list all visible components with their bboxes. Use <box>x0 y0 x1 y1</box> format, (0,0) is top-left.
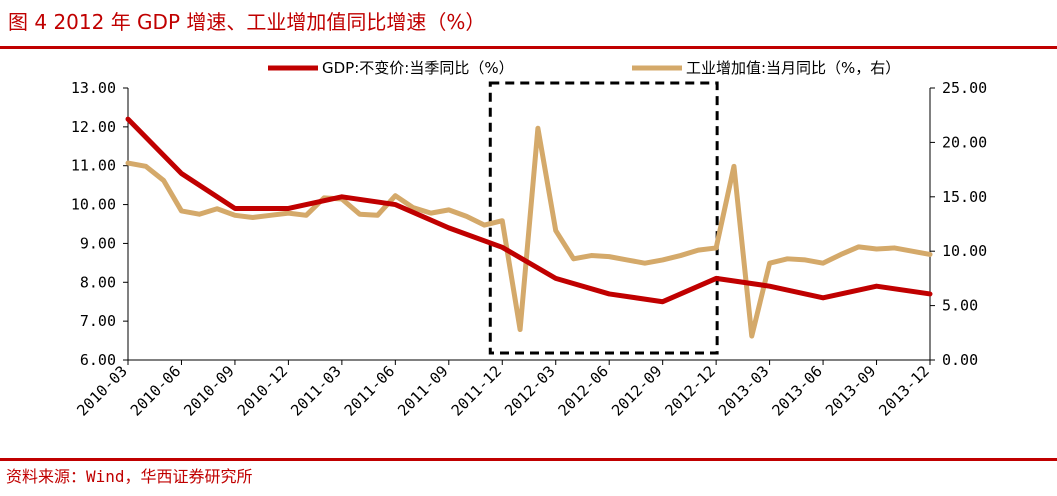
x-tick-label: 2011-06 <box>341 362 398 419</box>
x-tick-label: 2013-03 <box>715 362 772 419</box>
y-left-tick-label: 6.00 <box>80 351 116 369</box>
x-tick-label: 2011-09 <box>394 362 451 419</box>
y-left-tick-label: 11.00 <box>71 157 116 175</box>
legend: GDP:不变价:当季同比（%） 工业增加值:当月同比（%，右） <box>268 59 900 77</box>
x-tick-label: 2010-09 <box>180 362 237 419</box>
gdp-line-points <box>127 118 931 302</box>
y-left-tick-label: 12.00 <box>71 118 116 136</box>
axes <box>123 81 935 365</box>
x-tick-label: 2013-12 <box>875 362 932 419</box>
industrial-line-points <box>127 128 931 337</box>
source-note: 资料来源：Wind，华西证券研究所 <box>6 467 253 486</box>
y-right-tick-label: 25.00 <box>942 79 987 97</box>
x-tick-label: 2010-12 <box>234 362 291 419</box>
y-left-tick-label: 9.00 <box>80 234 116 252</box>
y-right-tick-label: 15.00 <box>942 188 987 206</box>
y-right-tick-label: 0.00 <box>942 351 978 369</box>
y-right-tick-label: 10.00 <box>942 242 987 260</box>
x-tick-label: 2013-09 <box>822 362 879 419</box>
bottom-rule <box>0 458 1057 461</box>
y-left-tick-label: 13.00 <box>71 79 116 97</box>
series-lines <box>125 116 933 339</box>
x-tick-label: 2010-03 <box>73 362 130 419</box>
legend-label-industrial: 工业增加值:当月同比（%，右） <box>686 59 900 77</box>
x-tick-label: 2012-12 <box>662 362 719 419</box>
y-right-tick-label: 20.00 <box>942 133 987 151</box>
y-right-tick-label: 5.00 <box>942 297 978 315</box>
industrial-line <box>125 125 933 339</box>
x-tick-label: 2011-03 <box>287 362 344 419</box>
top-rule <box>0 46 1057 49</box>
x-tick-label: 2012-03 <box>501 362 558 419</box>
x-tick-label: 2012-06 <box>555 362 612 419</box>
line-chart: GDP:不变价:当季同比（%） 工业增加值:当月同比（%，右） 13.00 12.… <box>71 59 987 420</box>
x-tick-label: 2010-06 <box>127 362 184 419</box>
highlight-box <box>488 81 719 355</box>
gdp-line <box>125 116 933 305</box>
x-tick-label: 2012-09 <box>608 362 665 419</box>
x-tick-label: 2011-12 <box>448 362 505 419</box>
y-left-tick-label: 7.00 <box>80 312 116 330</box>
y-left-tick-label: 8.00 <box>80 273 116 291</box>
figure-title: 图 4 2012 年 GDP 增速、工业增加值同比增速（%） <box>8 10 486 34</box>
legend-label-gdp: GDP:不变价:当季同比（%） <box>322 59 514 77</box>
y-left-tick-label: 10.00 <box>71 196 116 214</box>
x-tick-label: 2013-06 <box>768 362 825 419</box>
